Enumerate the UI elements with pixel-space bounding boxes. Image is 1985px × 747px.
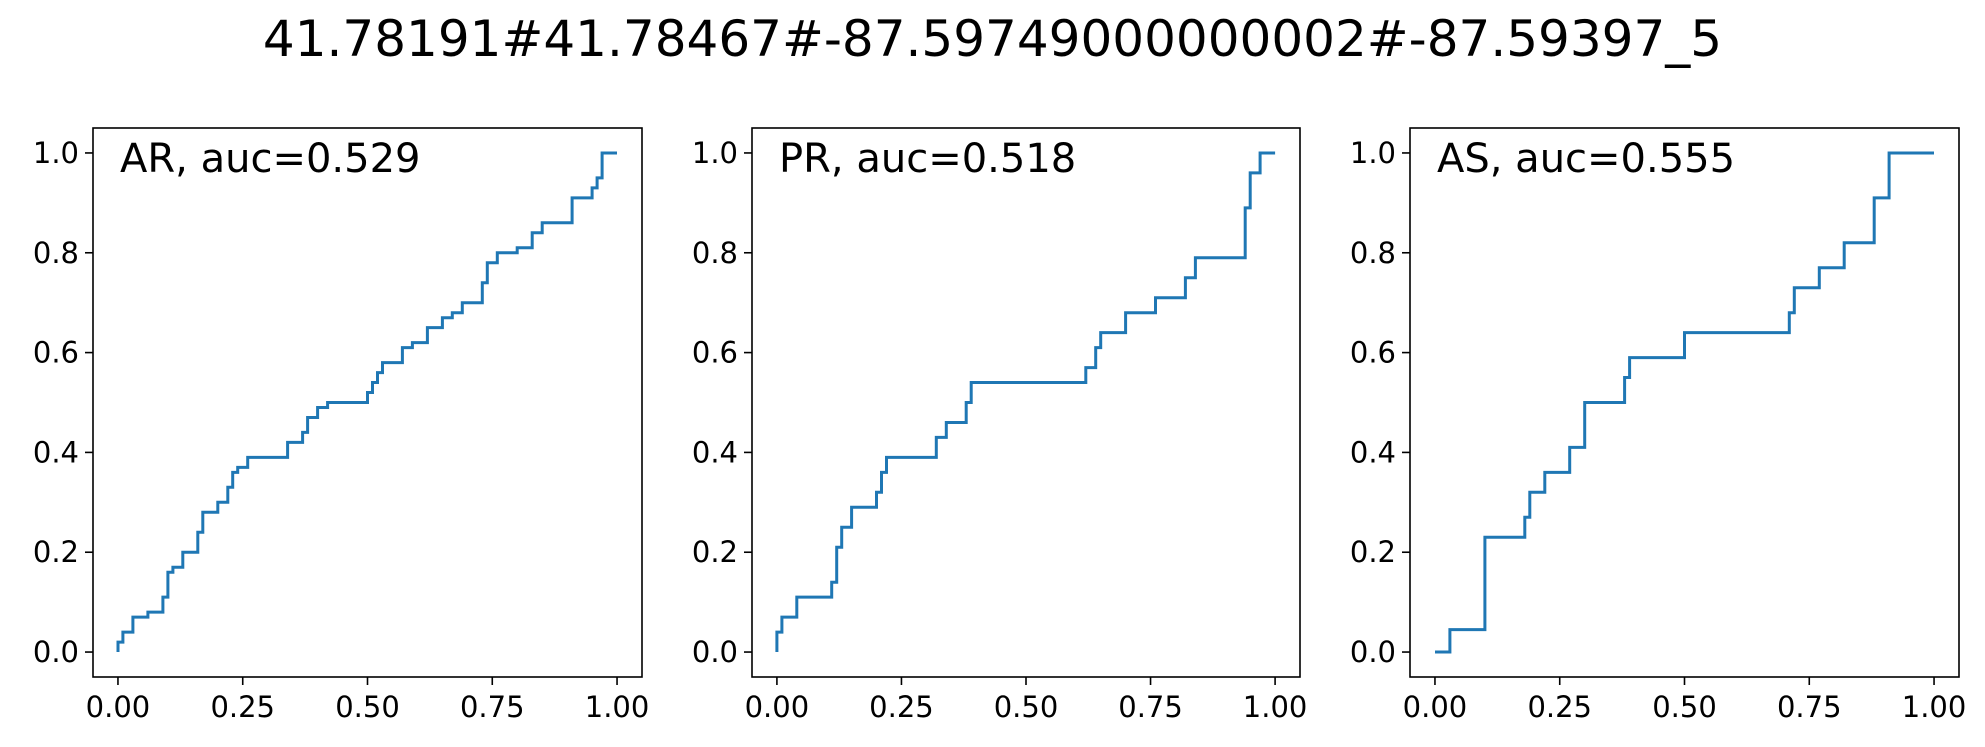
y-tick-label-2-4: 0.8	[692, 236, 738, 270]
y-tick-label-3-3: 0.6	[1350, 336, 1396, 370]
roc-line-1	[116, 151, 617, 652]
y-tick-label-2-0: 0.0	[692, 635, 738, 669]
y-tick-label-1-5: 1.0	[33, 136, 79, 170]
x-tick-label-1-1: 0.25	[210, 690, 275, 724]
y-tick-label-3-5: 1.0	[1350, 136, 1396, 170]
x-tick-label-2-2: 0.50	[994, 690, 1059, 724]
x-tick-label-3-4: 1.00	[1902, 690, 1967, 724]
roc-line-2	[775, 151, 1276, 652]
y-tick-label-2-5: 1.0	[692, 136, 738, 170]
x-tick-label-2-3: 0.75	[1118, 690, 1183, 724]
roc-line-3	[1435, 151, 1934, 654]
x-tick-label-2-4: 1.00	[1243, 690, 1308, 724]
x-tick-label-3-3: 0.75	[1777, 690, 1842, 724]
y-tick-label-3-2: 0.4	[1350, 435, 1396, 469]
x-tick-label-1-3: 0.75	[460, 690, 525, 724]
y-tick-label-2-3: 0.6	[692, 336, 738, 370]
axes-frame-2	[751, 127, 1301, 678]
x-tick-label-2-0: 0.00	[745, 690, 810, 724]
y-tick-label-3-1: 0.2	[1350, 535, 1396, 569]
y-tick-label-1-4: 0.8	[33, 236, 79, 270]
y-tick-label-1-2: 0.4	[33, 435, 79, 469]
y-tick-label-2-1: 0.2	[692, 535, 738, 569]
panel-title-3: AS, auc=0.555	[1437, 136, 1735, 182]
x-tick-label-3-1: 0.25	[1527, 690, 1592, 724]
x-tick-label-3-2: 0.50	[1652, 690, 1717, 724]
x-tick-label-1-4: 1.00	[585, 690, 650, 724]
y-tick-label-1-1: 0.2	[33, 535, 79, 569]
y-tick-label-3-0: 0.0	[1350, 635, 1396, 669]
y-tick-label-2-2: 0.4	[692, 435, 738, 469]
x-tick-label-3-0: 0.00	[1403, 690, 1468, 724]
figure-title: 41.78191#41.78467#-87.59749000000002#-87…	[262, 10, 1723, 68]
axes-frame-3	[1409, 127, 1960, 678]
x-tick-label-1-2: 0.50	[335, 690, 400, 724]
y-tick-label-3-4: 0.8	[1350, 236, 1396, 270]
y-tick-label-1-0: 0.0	[33, 635, 79, 669]
y-tick-label-1-3: 0.6	[33, 336, 79, 370]
x-tick-label-2-1: 0.25	[869, 690, 934, 724]
panel-title-2: PR, auc=0.518	[779, 136, 1076, 182]
panel-title-1: AR, auc=0.529	[120, 136, 420, 182]
x-tick-label-1-0: 0.00	[86, 690, 151, 724]
